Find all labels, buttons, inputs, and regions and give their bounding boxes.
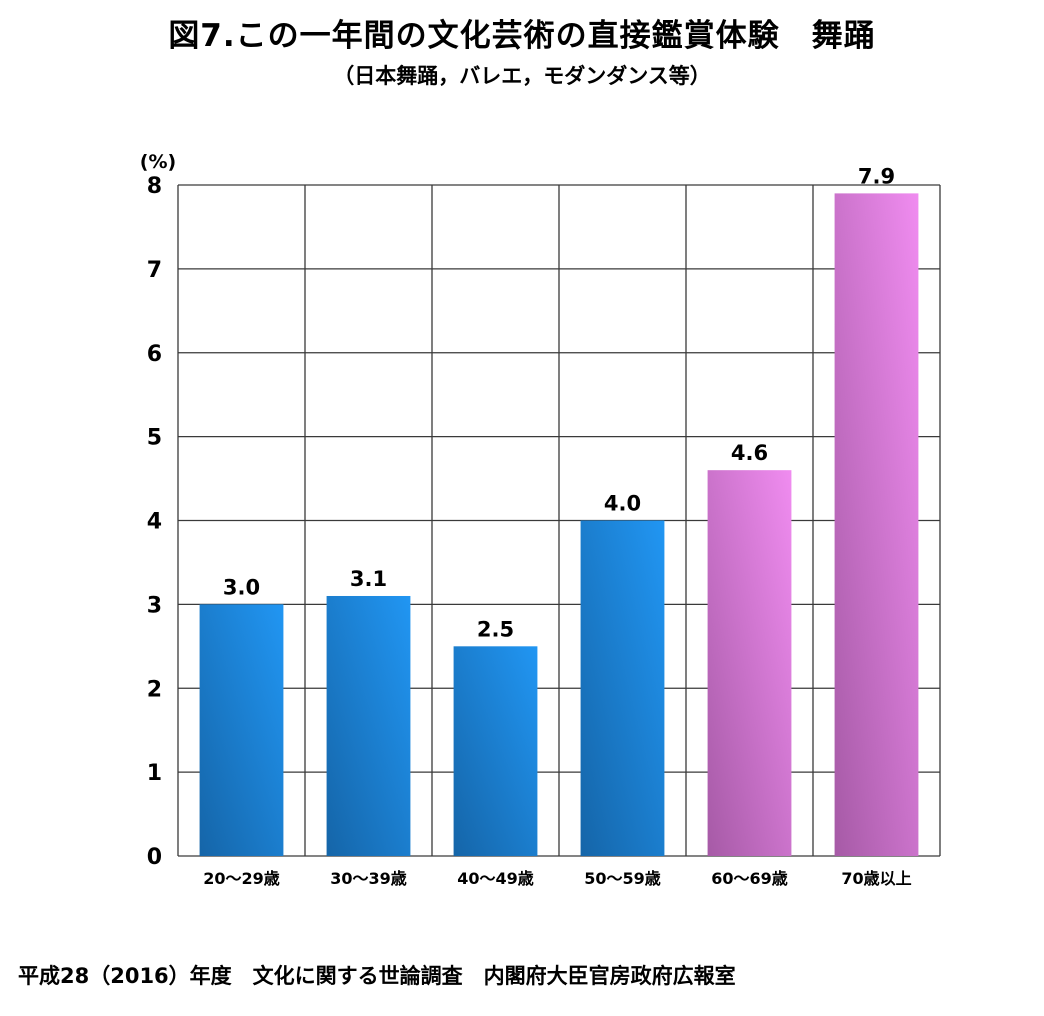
source-footer: 平成28（2016）年度 文化に関する世論調査 内閣府大臣官房政府広報室: [18, 964, 736, 988]
labels: 0 1 2 3 4 5 6 7 8(%) 3.0 20～29歳 3.1 30～39歳 2.5 40～49歳 4…: [140, 151, 912, 888]
x-tick-label: 50～59歳: [584, 869, 661, 888]
bar: [326, 595, 411, 856]
y-tick-label: 0: [147, 845, 162, 870]
y-tick-label: 2: [147, 677, 162, 702]
chart-title: 図7.この一年間の文化芸術の直接鑑賞体験 舞踊: [168, 18, 876, 54]
y-axis-label: (%): [140, 151, 176, 173]
data-label: 7.9: [858, 164, 895, 188]
bars: [199, 193, 919, 856]
data-label: 3.1: [350, 567, 387, 591]
y-tick-label: 4: [147, 510, 162, 535]
x-tick-label: 60～69歳: [711, 869, 788, 888]
bar: [834, 193, 919, 856]
y-tick-label: 5: [147, 426, 162, 451]
y-tick-label: 3: [147, 593, 162, 618]
data-label: 2.5: [477, 617, 514, 641]
x-tick-label: 20～29歳: [203, 869, 280, 888]
chart-subtitle: （日本舞踊，バレエ，モダンダンス等）: [333, 64, 711, 88]
y-tick-label: 6: [147, 342, 162, 367]
x-tick-label: 70歳以上: [841, 869, 911, 888]
data-label: 3.0: [223, 575, 260, 599]
y-tick-label: 1: [147, 761, 162, 786]
bar: [707, 470, 792, 856]
data-label: 4.0: [604, 492, 641, 516]
bar: [199, 604, 284, 856]
bar: [580, 520, 665, 856]
y-tick-label: 8: [147, 174, 162, 199]
grid: [177, 184, 941, 857]
x-tick-label: 30～39歳: [330, 869, 407, 888]
bar-chart: 0 1 2 3 4 5 6 7 8(%) 3.0 20～29歳 3.1 30～39歳 2.5 40～49歳 4…: [140, 151, 941, 888]
data-label: 4.6: [731, 441, 768, 465]
bar: [453, 646, 538, 856]
x-tick-label: 40～49歳: [457, 869, 534, 888]
y-tick-label: 7: [147, 258, 162, 283]
